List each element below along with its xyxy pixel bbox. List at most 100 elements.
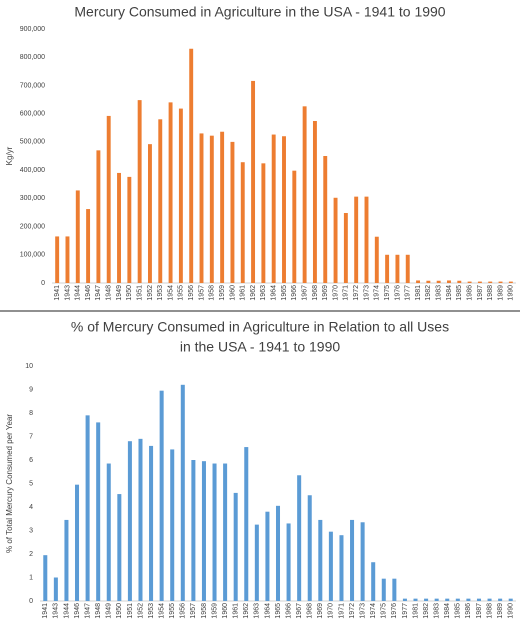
- x-tick-label: 1966: [285, 603, 292, 619]
- y-tick-label: 600,000: [20, 111, 45, 118]
- y-tick-label: 8: [29, 410, 33, 417]
- y-tick-label: 1: [29, 574, 33, 581]
- x-tick-label: 1969: [317, 603, 324, 619]
- bar: [75, 190, 80, 283]
- bar: [96, 150, 101, 283]
- x-tick-label: 1952: [147, 285, 154, 301]
- x-tick-label: 1947: [95, 285, 102, 301]
- y-tick-label: 6: [29, 457, 33, 464]
- y-tick-label: 7: [29, 433, 33, 440]
- y-tick-label: 200,000: [20, 223, 45, 230]
- x-tick-label: 1967: [301, 285, 308, 301]
- bar: [86, 209, 91, 283]
- x-tick-label: 1972: [349, 603, 356, 619]
- bar: [240, 162, 245, 283]
- bar: [149, 445, 154, 601]
- bar: [360, 522, 365, 601]
- x-tick-label: 1957: [190, 603, 197, 619]
- x-tick-label: 1970: [328, 603, 335, 619]
- x-tick-label: 1943: [64, 285, 71, 301]
- x-tick-label: 1983: [434, 603, 441, 619]
- x-tick-label: 1952: [137, 603, 144, 619]
- x-tick-label: 1968: [312, 285, 319, 301]
- bar: [328, 531, 333, 601]
- bar: [189, 48, 194, 283]
- x-tick-label: 1985: [455, 603, 462, 619]
- x-tick-label: 1953: [157, 285, 164, 301]
- bar: [223, 463, 228, 601]
- x-tick-label: 1971: [338, 603, 345, 619]
- x-tick-label: 1984: [444, 603, 451, 619]
- x-tick-label: 1968: [307, 603, 314, 619]
- bar: [297, 475, 302, 601]
- x-tick-label: 1950: [126, 285, 133, 301]
- x-tick-label: 1977: [402, 603, 409, 619]
- x-tick-label: 1974: [374, 285, 381, 301]
- bar: [201, 461, 206, 601]
- x-tick-label: 1948: [106, 285, 113, 301]
- bar: [488, 281, 493, 283]
- x-tick-label: 1943: [53, 603, 60, 619]
- bar: [381, 578, 386, 601]
- x-tick-label: 1983: [436, 285, 443, 301]
- x-tick-label: 1963: [260, 285, 267, 301]
- x-tick-label: 1961: [240, 285, 247, 301]
- bar: [53, 577, 58, 601]
- x-tick-label: 1961: [233, 603, 240, 619]
- bar: [199, 133, 204, 283]
- x-tick-label: 1954: [167, 285, 174, 301]
- x-tick-label: 1964: [271, 285, 278, 301]
- bar: [117, 494, 122, 601]
- x-tick-label: 1946: [85, 285, 92, 301]
- bar: [158, 119, 163, 283]
- bar: [416, 280, 421, 283]
- x-tick-label: 1971: [343, 285, 350, 301]
- x-tick-label: 1969: [322, 285, 329, 301]
- bar: [447, 280, 451, 283]
- x-tick-label: 1944: [75, 285, 82, 301]
- bar: [75, 484, 80, 601]
- x-tick-label: 1988: [487, 285, 494, 301]
- y-tick-label: 300,000: [20, 195, 45, 202]
- x-tick-label: 1986: [466, 285, 473, 301]
- x-tick-label: 1944: [63, 603, 70, 619]
- bar: [426, 280, 431, 283]
- bar: [476, 598, 481, 601]
- x-tick-label: 1947: [84, 603, 91, 619]
- bar: [302, 106, 307, 283]
- x-tick-label: 1959: [219, 285, 226, 301]
- bar: [477, 281, 482, 283]
- x-tick-label: 1990: [508, 603, 515, 619]
- x-tick-label: 1959: [211, 603, 218, 619]
- x-tick-label: 1941: [54, 285, 61, 301]
- x-tick-label: 1984: [446, 285, 453, 301]
- x-tick-label: 1956: [180, 603, 187, 619]
- bar: [106, 463, 111, 601]
- x-tick-label: 1987: [476, 603, 483, 619]
- chart-title: Mercury Consumed in Agriculture in the U…: [74, 4, 445, 20]
- x-tick-label: 1989: [497, 603, 504, 619]
- x-tick-label: 1953: [148, 603, 155, 619]
- x-tick-label: 1982: [423, 603, 430, 619]
- y-tick-label: 900,000: [20, 26, 45, 33]
- x-tick-label: 1965: [275, 603, 282, 619]
- bar: [251, 80, 256, 283]
- x-tick-label: 1966: [291, 285, 298, 301]
- x-tick-label: 1976: [391, 603, 398, 619]
- y-tick-label: 5: [29, 480, 33, 487]
- bar: [127, 176, 132, 283]
- bar: [117, 172, 121, 283]
- x-tick-label: 1975: [381, 603, 388, 619]
- bar: [191, 460, 196, 601]
- x-tick-label: 1958: [201, 603, 208, 619]
- bar: [413, 598, 418, 601]
- y-tick-label: 4: [29, 504, 33, 511]
- y-tick-label: 800,000: [20, 54, 45, 61]
- x-tick-label: 1941: [42, 603, 49, 619]
- y-tick-label: 0: [29, 598, 33, 605]
- x-tick-label: 1981: [415, 285, 422, 301]
- y-tick-label: 700,000: [20, 82, 45, 89]
- bar: [233, 492, 238, 601]
- x-tick-label: 1970: [332, 285, 339, 301]
